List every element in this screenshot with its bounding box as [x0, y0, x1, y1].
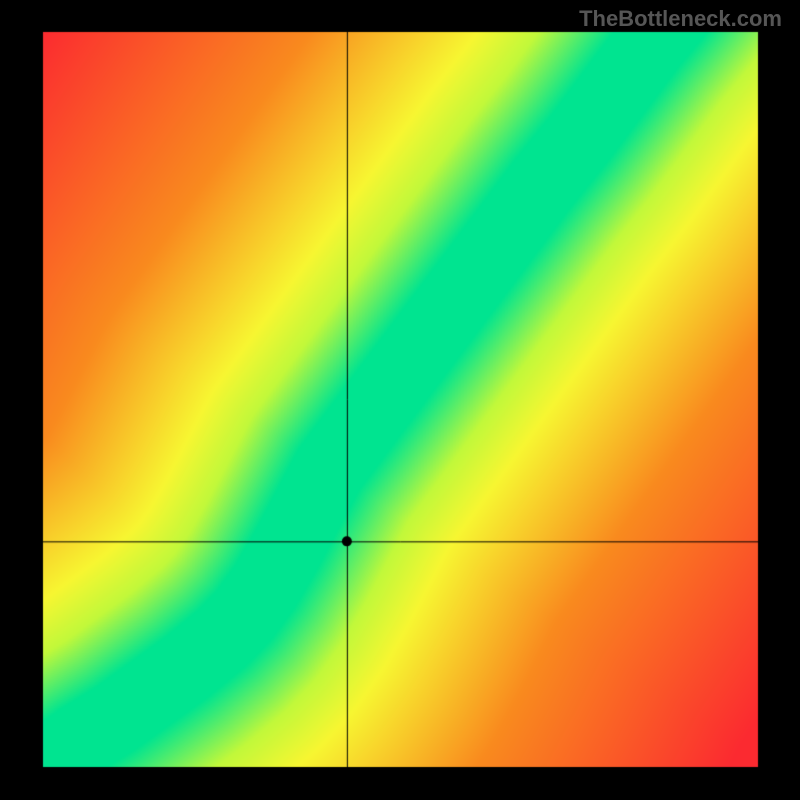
heatmap-canvas [0, 0, 800, 800]
watermark-text: TheBottleneck.com [579, 6, 782, 32]
chart-container: TheBottleneck.com [0, 0, 800, 800]
